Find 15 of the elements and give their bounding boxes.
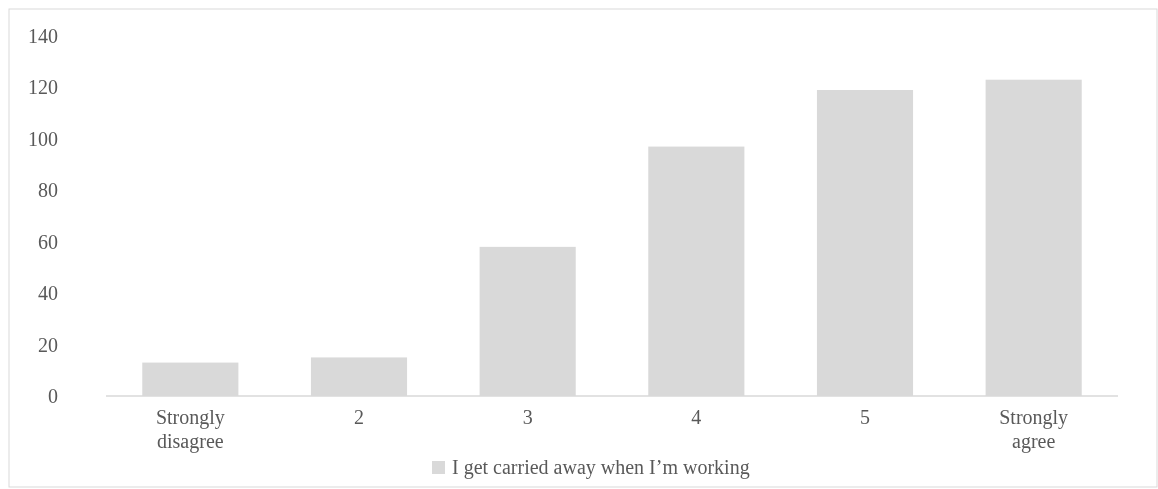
y-tick-label: 60 — [38, 230, 58, 253]
y-tick-label: 80 — [38, 179, 58, 202]
x-tick-label: 2 — [354, 406, 364, 428]
y-tick-label: 140 — [28, 25, 58, 47]
y-tick-label: 40 — [38, 282, 58, 305]
x-tick-label: Strongly disagree — [155, 406, 225, 453]
x-tick-label: 4 — [691, 406, 702, 428]
y-tick-label: 0 — [48, 385, 58, 407]
x-tick-label: Strongly agree — [999, 406, 1069, 453]
y-tick-label: 20 — [38, 333, 58, 356]
y-tick-label: 120 — [28, 76, 58, 99]
x-tick-label: 5 — [860, 406, 870, 428]
legend-label: I get carried away when I’m working — [452, 456, 750, 479]
x-tick-label: 3 — [522, 406, 533, 428]
y-tick-label: 100 — [28, 127, 58, 150]
